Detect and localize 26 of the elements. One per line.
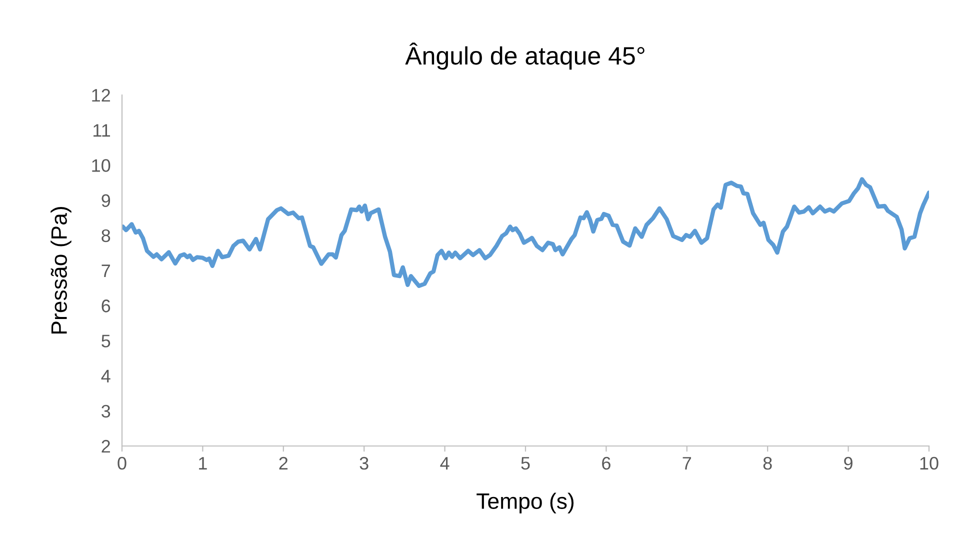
x-tick-label: 9: [844, 456, 852, 470]
x-tick-label: 10: [920, 456, 938, 470]
y-axis-title: Pressão (Pa): [50, 207, 72, 334]
x-axis-title: Tempo (s): [476, 492, 574, 514]
x-tick-label: 4: [440, 457, 450, 470]
chart-title: Ângulo de ataque 45°: [405, 42, 644, 70]
x-tick-label: 6: [602, 456, 610, 470]
x-tick-label: 2: [279, 456, 288, 470]
y-tick-label: 7: [102, 264, 110, 278]
x-tick-label: 5: [521, 457, 530, 470]
x-tick-label: 3: [360, 456, 368, 470]
y-tick-label: 3: [102, 404, 110, 418]
y-tick-label: 6: [102, 300, 110, 312]
y-tick-label: 5: [102, 334, 110, 348]
y-tick-label: 8: [102, 229, 110, 242]
y-tick-label: 10: [92, 159, 110, 172]
x-tick-label: 7: [682, 457, 692, 470]
x-tick-label: 0: [118, 456, 126, 470]
x-tick-label: 8: [763, 456, 772, 470]
y-tick-label: 11: [94, 124, 110, 137]
y-tick-label: 2: [102, 440, 110, 453]
y-tick-label: 9: [102, 194, 110, 208]
line-series: [122, 177, 929, 288]
x-tick-label: 1: [199, 457, 207, 470]
y-tick-label: 12: [92, 88, 110, 102]
y-tick-label: 4: [101, 370, 110, 382]
